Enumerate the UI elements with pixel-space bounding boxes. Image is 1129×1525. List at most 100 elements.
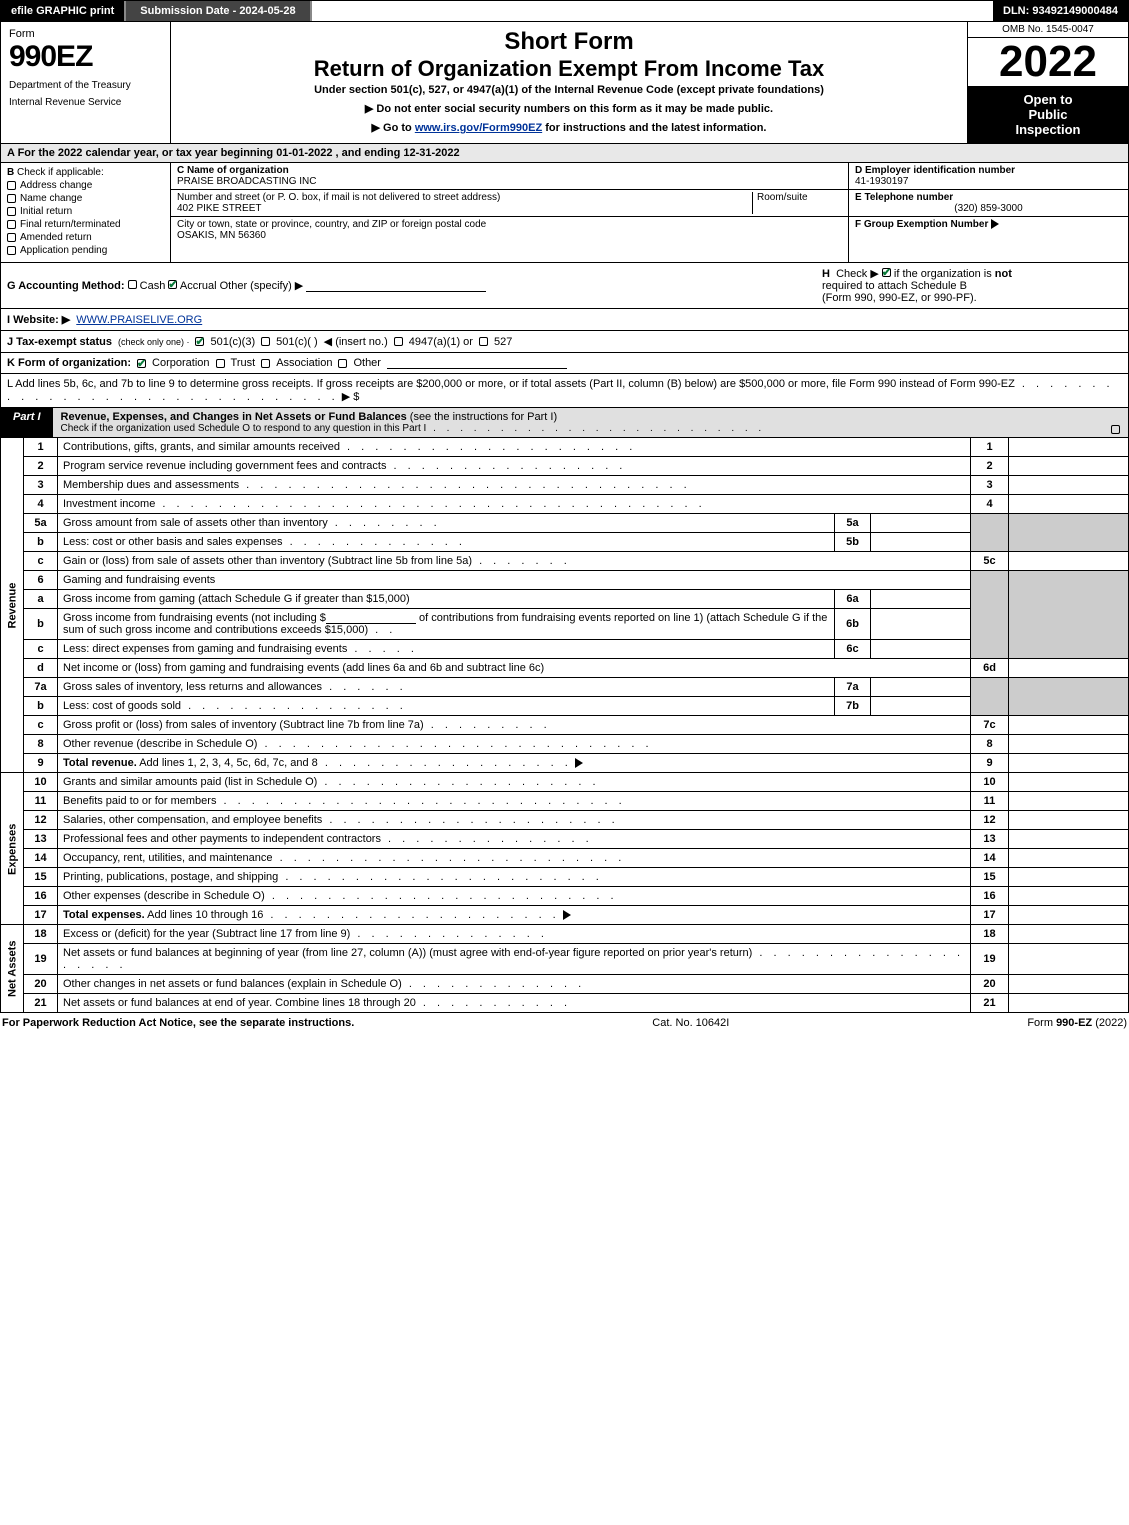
line-text: Less: direct expenses from gaming and fu…	[63, 643, 347, 655]
checkbox-icon[interactable]	[1111, 425, 1120, 434]
subline-value[interactable]	[871, 640, 971, 659]
line-value[interactable]	[1009, 994, 1129, 1013]
subline-value[interactable]	[871, 590, 971, 609]
line-text: Less: cost of goods sold	[63, 700, 181, 712]
g-cash: Cash	[140, 280, 166, 292]
table-row: 12Salaries, other compensation, and empl…	[1, 811, 1129, 830]
topbar-spacer	[312, 1, 993, 21]
line-num: 10	[24, 773, 58, 792]
checkbox-icon[interactable]	[195, 337, 204, 346]
chk-address-change[interactable]: Address change	[7, 180, 164, 191]
line-rnum: 4	[971, 495, 1009, 514]
line-desc: Program service revenue including govern…	[58, 457, 971, 476]
subline-value[interactable]	[871, 697, 971, 716]
line-rnum: 20	[971, 975, 1009, 994]
line-value[interactable]	[1009, 716, 1129, 735]
line-value[interactable]	[1009, 944, 1129, 975]
checkbox-icon[interactable]	[7, 220, 16, 229]
line-value[interactable]	[1009, 887, 1129, 906]
checkbox-icon[interactable]	[261, 337, 270, 346]
line-text: Membership dues and assessments	[63, 479, 239, 491]
line-value[interactable]	[1009, 754, 1129, 773]
dots: . . . . . . . . . . .	[416, 997, 571, 1009]
checkbox-icon[interactable]	[261, 359, 270, 368]
subline-value[interactable]	[871, 609, 971, 640]
checkbox-icon[interactable]	[338, 359, 347, 368]
chk-label: Name change	[20, 193, 82, 204]
checkbox-icon[interactable]	[394, 337, 403, 346]
line-num: 16	[24, 887, 58, 906]
line-rnum: 19	[971, 944, 1009, 975]
checkbox-icon[interactable]	[7, 207, 16, 216]
line-rnum: 10	[971, 773, 1009, 792]
line-value[interactable]	[1009, 830, 1129, 849]
line-rnum: 5c	[971, 552, 1009, 571]
line-value[interactable]	[1009, 792, 1129, 811]
line-desc: Gross profit or (loss) from sales of inv…	[58, 716, 971, 735]
line-desc: Gain or (loss) from sale of assets other…	[58, 552, 971, 571]
k-other-blank[interactable]	[387, 357, 567, 369]
subline-value[interactable]	[871, 514, 971, 533]
dots: . . . . . . . . . . . . .	[283, 536, 466, 548]
checkbox-icon[interactable]	[7, 194, 16, 203]
expenses-section-label: Expenses	[1, 773, 24, 925]
org-info-block: B Check if applicable: Address change Na…	[0, 163, 1129, 263]
line-text: Benefits paid to or for members	[63, 795, 216, 807]
line-value[interactable]	[1009, 906, 1129, 925]
line-value[interactable]	[1009, 975, 1129, 994]
line-value[interactable]	[1009, 552, 1129, 571]
line-value[interactable]	[1009, 659, 1129, 678]
line-num: 12	[24, 811, 58, 830]
checkbox-icon[interactable]	[7, 233, 16, 242]
chk-application-pending[interactable]: Application pending	[7, 245, 164, 256]
checkbox-icon[interactable]	[7, 181, 16, 190]
line-value[interactable]	[1009, 457, 1129, 476]
chk-final-return[interactable]: Final return/terminated	[7, 219, 164, 230]
line-value[interactable]	[1009, 735, 1129, 754]
line-text: Other expenses (describe in Schedule O)	[63, 890, 265, 902]
chk-initial-return[interactable]: Initial return	[7, 206, 164, 217]
form-identifier-block: Form 990EZ Department of the Treasury In…	[1, 22, 171, 143]
line-desc: Less: cost of goods sold . . . . . . . .…	[58, 697, 835, 716]
checkbox-icon[interactable]	[216, 359, 225, 368]
line-value[interactable]	[1009, 868, 1129, 887]
line-desc: Net income or (loss) from gaming and fun…	[58, 659, 971, 678]
table-row: 2Program service revenue including gover…	[1, 457, 1129, 476]
checkbox-icon[interactable]	[479, 337, 488, 346]
grey-cell	[971, 514, 1009, 552]
table-row: Revenue 1 Contributions, gifts, grants, …	[1, 438, 1129, 457]
line-value[interactable]	[1009, 849, 1129, 868]
g-accounting-method: G Accounting Method: Cash Accrual Other …	[7, 279, 486, 292]
subline-label: 7a	[835, 678, 871, 697]
checkbox-icon[interactable]	[168, 280, 177, 289]
line-desc: Total expenses. Add lines 10 through 16 …	[58, 906, 971, 925]
line-value[interactable]	[1009, 811, 1129, 830]
line-value[interactable]	[1009, 495, 1129, 514]
line-num: 21	[24, 994, 58, 1013]
g-other-blank[interactable]	[306, 280, 486, 292]
line-value[interactable]	[1009, 773, 1129, 792]
checkbox-icon[interactable]	[137, 359, 146, 368]
checkbox-icon[interactable]	[882, 268, 891, 277]
table-row: bLess: cost of goods sold . . . . . . . …	[1, 697, 1129, 716]
line-rnum: 13	[971, 830, 1009, 849]
footer-form-bold: 990-EZ	[1056, 1017, 1092, 1029]
amount-blank[interactable]	[326, 612, 416, 624]
chk-label: Address change	[20, 180, 92, 191]
subline-value[interactable]	[871, 533, 971, 552]
irs-form-link[interactable]: www.irs.gov/Form990EZ	[415, 122, 542, 134]
line-value[interactable]	[1009, 925, 1129, 944]
checkbox-icon[interactable]	[7, 246, 16, 255]
line-value[interactable]	[1009, 438, 1129, 457]
chk-amended-return[interactable]: Amended return	[7, 232, 164, 243]
j-4947: 4947(a)(1) or	[409, 336, 473, 348]
subline-value[interactable]	[871, 678, 971, 697]
chk-name-change[interactable]: Name change	[7, 193, 164, 204]
efile-print-label[interactable]: efile GRAPHIC print	[1, 1, 126, 21]
org-website-link[interactable]: WWW.PRAISELIVE.ORG	[76, 314, 202, 326]
line-rnum: 3	[971, 476, 1009, 495]
checkbox-icon[interactable]	[128, 280, 137, 289]
j-527: 527	[494, 336, 512, 348]
line-value[interactable]	[1009, 476, 1129, 495]
line-num: 18	[24, 925, 58, 944]
